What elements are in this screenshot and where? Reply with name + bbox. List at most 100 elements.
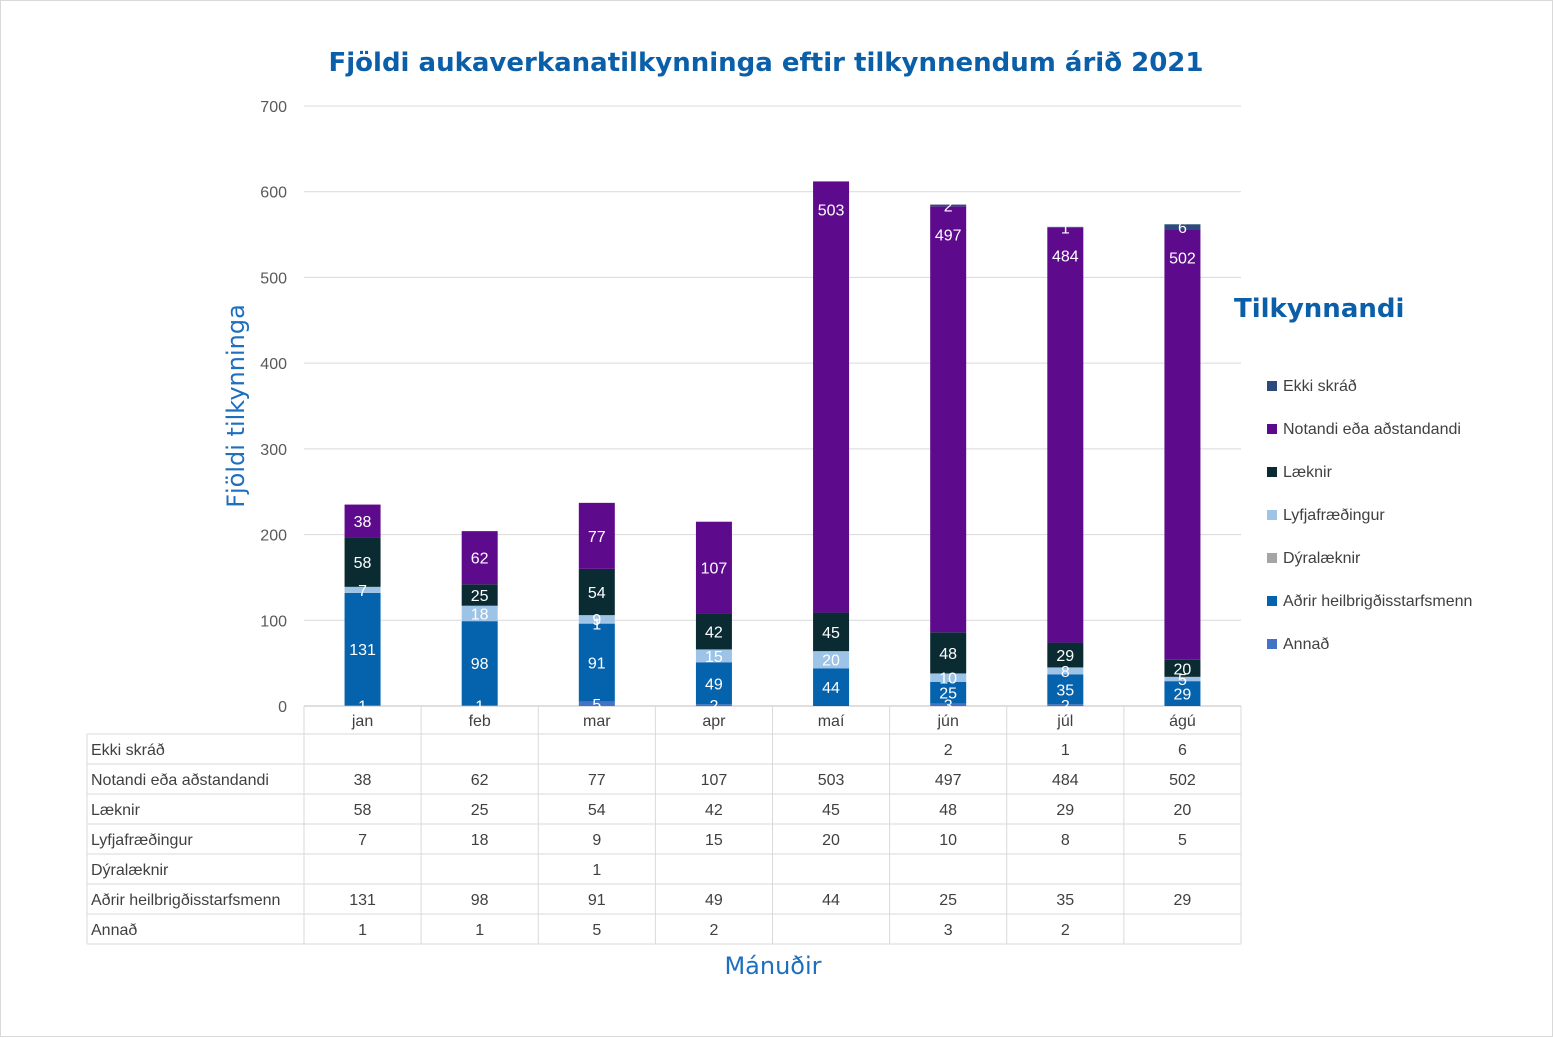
data-label: 38 [354, 514, 372, 531]
data-label: 2 [1061, 698, 1070, 715]
data-label: 77 [588, 529, 606, 546]
bar-segment [578, 615, 615, 623]
legend-item: Ekki skráð [1283, 378, 1357, 395]
bar-segment [1047, 704, 1084, 706]
table-cell: 44 [822, 892, 840, 909]
table-cell: 1 [1061, 742, 1070, 759]
bar-segment [695, 662, 732, 705]
table-cell: 35 [1056, 892, 1074, 909]
data-labels: 1131758381981825625911954772491542107442… [349, 198, 1196, 715]
data-label: 8 [1061, 664, 1070, 681]
data-label: 44 [822, 680, 840, 697]
bar-segment [461, 531, 498, 585]
data-label: 9 [592, 612, 601, 629]
legend-title: Tilkynnandi [1234, 294, 1404, 324]
table-cell: 18 [471, 832, 489, 849]
table-cell: 497 [935, 772, 962, 789]
data-label: 29 [1174, 687, 1192, 704]
legend-item: Lyfjafræðingur [1283, 507, 1385, 524]
bar-segment [930, 673, 967, 682]
legend-item: Annað [1283, 636, 1329, 653]
bar-segment [1164, 659, 1201, 677]
table-row-header: Notandi eða aðstandandi [91, 772, 269, 789]
legend-swatch [1267, 424, 1277, 434]
table-cell: 8 [1061, 832, 1070, 849]
bar-segment [344, 592, 381, 706]
table-cell: 25 [939, 892, 957, 909]
legend: Ekki skráð Notandi eða aðstandandi Læknir L… [1267, 378, 1472, 653]
table-cell: 29 [1174, 892, 1192, 909]
table-row-header: Aðrir heilbrigðisstarfsmenn [91, 892, 280, 909]
legend-item: Dýralæknir [1283, 550, 1361, 567]
bar-segment [1047, 642, 1084, 668]
data-label: 48 [939, 646, 957, 663]
table-row-header: Læknir [91, 802, 141, 819]
table-row-header: Dýralæknir [91, 862, 169, 879]
bar-segment [695, 649, 732, 663]
bar-segment [1164, 681, 1201, 706]
table-cell: 503 [818, 772, 845, 789]
legend-swatch [1267, 596, 1277, 606]
bar-segment [813, 181, 850, 613]
data-label: 15 [705, 649, 723, 666]
bar-segment [578, 623, 615, 702]
x-tick-label: feb [469, 713, 491, 730]
table-cell: 98 [471, 892, 489, 909]
table-cell: 54 [588, 802, 606, 819]
table-cell: 62 [471, 772, 489, 789]
bar-segment [578, 701, 615, 706]
legend-item: Aðrir heilbrigðisstarfsmenn [1283, 593, 1472, 610]
data-label: 502 [1169, 250, 1196, 267]
bar-segment [930, 703, 967, 706]
table-cell: 15 [705, 832, 723, 849]
y-tick-label: 500 [260, 270, 287, 287]
bar-segment [344, 586, 381, 593]
y-tick-label: 700 [260, 99, 287, 116]
y-tick-label: 200 [260, 528, 287, 545]
legend-swatch [1267, 467, 1277, 477]
data-label: 25 [471, 588, 489, 605]
data-label: 1 [592, 616, 601, 633]
legend-swatch [1267, 510, 1277, 520]
y-tick-label: 300 [260, 442, 287, 459]
table-cell: 58 [354, 802, 372, 819]
bar-segment [578, 622, 615, 624]
x-tick-label: jan [351, 713, 373, 730]
table-cell: 10 [939, 832, 957, 849]
y-tick-label: 0 [278, 699, 287, 716]
table-cell: 484 [1052, 772, 1079, 789]
table-cell: 45 [822, 802, 840, 819]
table-cell: 77 [588, 772, 606, 789]
data-label: 107 [701, 561, 728, 578]
bar-segment [1047, 667, 1084, 675]
bar-segment [1164, 229, 1201, 660]
data-label: 6 [1178, 220, 1187, 237]
bar-segment [813, 651, 850, 669]
table-cell: 9 [592, 832, 601, 849]
bar-segment [930, 632, 967, 674]
x-tick-label: mar [583, 713, 611, 730]
data-label: 1 [1061, 220, 1070, 237]
table-cell: 38 [354, 772, 372, 789]
table-cell: 2 [709, 922, 718, 939]
bar-segment [461, 584, 498, 606]
data-label: 20 [1174, 661, 1192, 678]
bar-segment [344, 504, 381, 538]
table-cell: 25 [471, 802, 489, 819]
y-tick-label: 400 [260, 356, 287, 373]
bar-segment [930, 206, 967, 633]
data-label: 45 [822, 625, 840, 642]
data-label: 484 [1052, 249, 1079, 266]
y-tick-label: 600 [260, 185, 287, 202]
legend-swatch [1267, 381, 1277, 391]
table-cell: 107 [701, 772, 728, 789]
bar-segment [1164, 224, 1201, 230]
bar-segment [344, 705, 381, 706]
table-row-header: Lyfjafræðingur [91, 832, 193, 849]
x-tick-label: júl [1056, 713, 1073, 730]
bar-segment [930, 682, 967, 704]
data-label: 1 [358, 699, 367, 716]
bars [344, 181, 1201, 706]
data-label: 2 [709, 698, 718, 715]
